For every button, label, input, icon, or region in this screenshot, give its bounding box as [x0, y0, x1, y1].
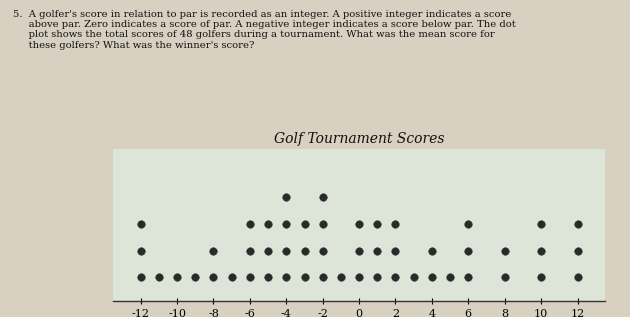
Text: 5.  A golfer's score in relation to par is recorded as an integer. A positive in: 5. A golfer's score in relation to par i… [13, 10, 515, 50]
Title: Golf Tournament Scores: Golf Tournament Scores [274, 133, 444, 146]
